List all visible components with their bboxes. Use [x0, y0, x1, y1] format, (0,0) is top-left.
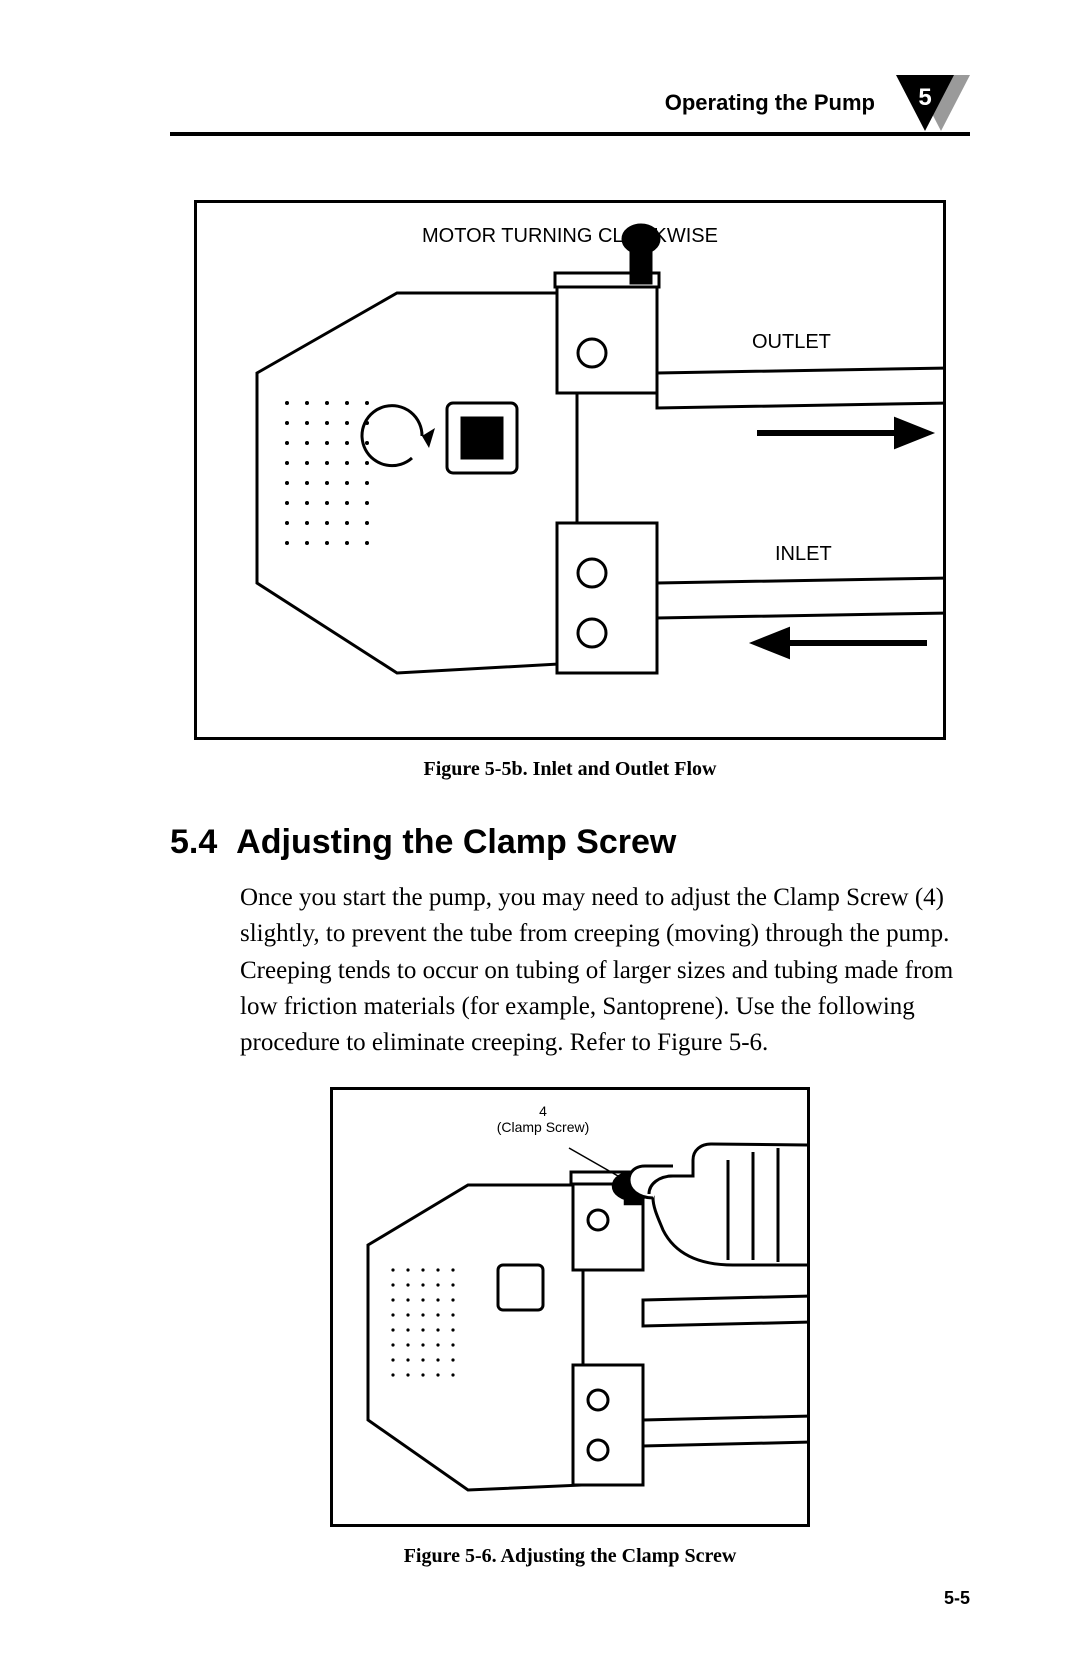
figure-5-6: 4 (Clamp Screw) Figure 5-6. Adjusting th… [330, 1087, 810, 1568]
header-rule [170, 132, 970, 136]
label-motor-turning: MOTOR TURNING CLOCKWISE [197, 225, 943, 248]
section-body: Once you start the pump, you may need to… [170, 880, 970, 1061]
callout-clamp-screw: 4 (Clamp Screw) [483, 1104, 603, 1135]
label-outlet: OUTLET [752, 331, 831, 354]
figure-5-6-box: 4 (Clamp Screw) [330, 1087, 810, 1527]
figure-5-5b: MOTOR TURNING CLOCKWISE OUTLET INLET Fig… [194, 200, 946, 781]
figure-5-5b-caption: Figure 5-5b. Inlet and Outlet Flow [194, 758, 946, 781]
callout-number: 4 [539, 1103, 547, 1119]
section-number: 5.4 [170, 823, 217, 861]
chapter-number: 5 [918, 84, 931, 111]
figure-5-5b-box: MOTOR TURNING CLOCKWISE OUTLET INLET [194, 200, 946, 740]
running-title: Operating the Pump [665, 90, 875, 116]
page-header: Operating the Pump 5 [170, 90, 970, 180]
page: Operating the Pump 5 [0, 0, 1080, 1669]
section-heading: 5.4 Adjusting the Clamp Screw [170, 823, 970, 862]
callout-text: (Clamp Screw) [497, 1119, 590, 1135]
section-title: Adjusting the Clamp Screw [236, 823, 676, 861]
figure-5-6-caption: Figure 5-6. Adjusting the Clamp Screw [330, 1545, 810, 1568]
chapter-badge: 5 [890, 75, 970, 155]
label-inlet: INLET [775, 543, 832, 566]
page-number: 5-5 [944, 1588, 970, 1609]
